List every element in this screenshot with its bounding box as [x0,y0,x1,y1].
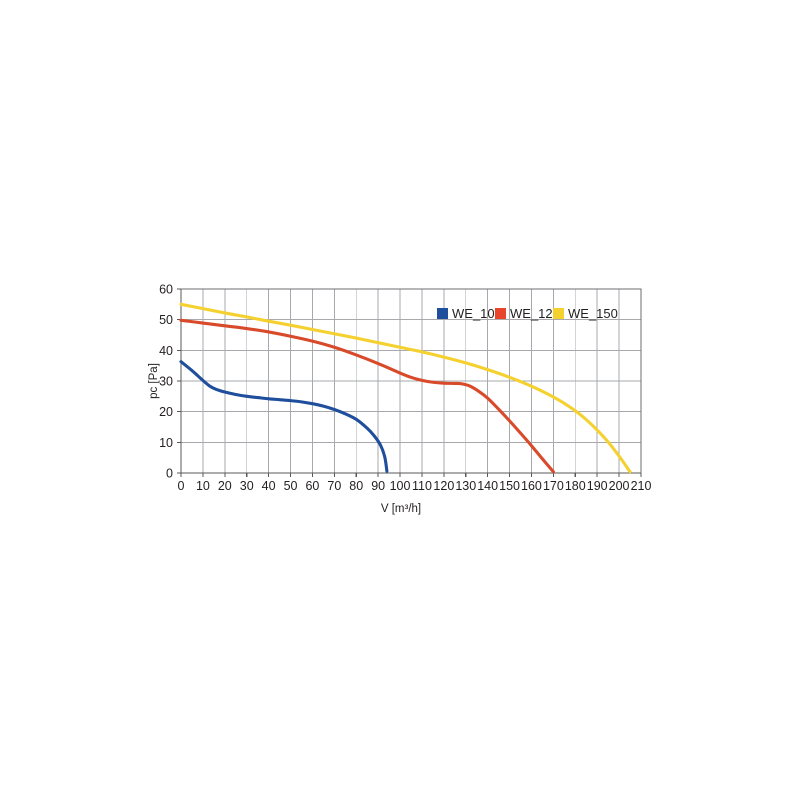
x-tick-label: 50 [284,479,298,493]
series-curve-we_150 [179,302,632,474]
y-axis-tick-marks [177,288,181,474]
x-tick-label: 110 [412,479,432,493]
x-axis-title: V [m³/h] [381,503,421,515]
x-tick-label: 190 [587,479,608,493]
y-tick-label: 20 [159,405,173,419]
x-axis-tick-labels: 0 10 20 30 40 50 60 70 80 90 100 110 120 130 140 150 160… [178,479,652,493]
legend-label-we_100: WE_100 [452,306,502,321]
x-tick-label: 30 [240,479,254,493]
chart-legend: WE_100 WE_125 WE_150 [437,306,618,321]
x-tick-label: 70 [327,479,341,493]
y-tick-label: 50 [159,313,173,327]
x-tick-label: 140 [477,479,498,493]
legend-swatch-we_100 [437,308,448,319]
y-axis-title: pc [Pa] [148,363,160,399]
x-tick-label: 80 [349,479,363,493]
legend-swatch-we_125 [495,308,506,319]
y-tick-label: 40 [159,344,173,358]
x-tick-label: 160 [521,479,542,493]
y-axis-tick-labels: 0 10 20 30 40 50 60 [159,283,173,481]
x-tick-label: 200 [609,479,630,493]
y-tick-label: 30 [159,375,173,389]
legend-label-we_150: WE_150 [568,306,618,321]
y-tick-label: 10 [159,436,173,450]
x-tick-label: 170 [543,479,564,493]
x-tick-label: 90 [371,479,385,493]
x-tick-label: 20 [218,479,232,493]
y-tick-label: 0 [166,467,173,481]
x-tick-label: 210 [631,479,652,493]
x-tick-label: 130 [455,479,476,493]
x-axis-tick-marks [180,473,642,477]
x-tick-label: 40 [262,479,276,493]
x-tick-label: 0 [178,479,185,493]
y-tick-label: 60 [159,283,173,297]
x-tick-label: 120 [433,479,454,493]
series-curve-we_125 [179,318,555,474]
legend-label-we_125: WE_125 [510,306,560,321]
x-tick-label: 180 [565,479,586,493]
x-tick-label: 10 [196,479,210,493]
series-curves [179,302,632,474]
x-tick-label: 60 [305,479,319,493]
x-tick-label: 150 [499,479,520,493]
legend-swatch-we_150 [553,308,564,319]
series-curve-we_100 [179,360,389,473]
x-tick-label: 100 [390,479,411,493]
